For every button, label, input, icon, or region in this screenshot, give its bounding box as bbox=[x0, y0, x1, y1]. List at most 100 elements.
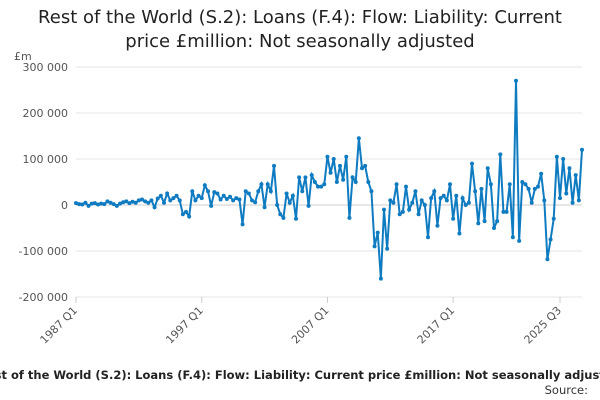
data-point[interactable] bbox=[246, 191, 251, 196]
data-point[interactable] bbox=[510, 235, 515, 240]
data-point[interactable] bbox=[165, 191, 170, 196]
data-point[interactable] bbox=[108, 200, 113, 205]
data-point[interactable] bbox=[127, 201, 132, 206]
data-point[interactable] bbox=[306, 203, 311, 208]
data-point[interactable] bbox=[341, 177, 346, 182]
data-point[interactable] bbox=[523, 182, 528, 187]
data-point[interactable] bbox=[438, 196, 443, 201]
data-point[interactable] bbox=[410, 200, 415, 205]
data-point[interactable] bbox=[507, 182, 512, 187]
data-point[interactable] bbox=[353, 180, 358, 184]
data-point[interactable] bbox=[265, 182, 270, 187]
data-point[interactable] bbox=[143, 199, 148, 204]
data-point[interactable] bbox=[206, 189, 210, 194]
data-point[interactable] bbox=[259, 182, 264, 187]
data-point[interactable] bbox=[466, 200, 471, 205]
data-point[interactable] bbox=[177, 198, 182, 203]
data-point[interactable] bbox=[517, 238, 522, 243]
data-point[interactable] bbox=[397, 212, 402, 217]
data-point[interactable] bbox=[554, 154, 559, 159]
data-point[interactable] bbox=[482, 219, 487, 224]
data-point[interactable] bbox=[526, 186, 531, 191]
data-point[interactable] bbox=[174, 193, 179, 198]
data-point[interactable] bbox=[92, 201, 97, 206]
data-point[interactable] bbox=[407, 207, 412, 212]
data-point[interactable] bbox=[118, 201, 122, 206]
data-point[interactable] bbox=[382, 207, 386, 212]
data-point[interactable] bbox=[334, 180, 339, 184]
data-point[interactable] bbox=[184, 209, 188, 214]
data-point[interactable] bbox=[520, 180, 525, 184]
data-point[interactable] bbox=[187, 214, 192, 219]
data-point[interactable] bbox=[532, 186, 537, 191]
data-point[interactable] bbox=[290, 193, 295, 198]
data-point[interactable] bbox=[158, 193, 163, 198]
data-point[interactable] bbox=[429, 196, 434, 201]
data-point[interactable] bbox=[114, 203, 119, 208]
data-point[interactable] bbox=[284, 191, 289, 196]
data-point[interactable] bbox=[441, 193, 446, 198]
data-point[interactable] bbox=[268, 189, 273, 194]
data-point[interactable] bbox=[498, 152, 503, 157]
data-point[interactable] bbox=[463, 203, 468, 207]
data-point[interactable] bbox=[385, 246, 390, 251]
data-point[interactable] bbox=[454, 193, 459, 198]
data-point[interactable] bbox=[130, 199, 135, 204]
data-point[interactable] bbox=[297, 175, 302, 180]
data-point[interactable] bbox=[275, 203, 280, 207]
data-point[interactable] bbox=[394, 182, 399, 187]
data-point[interactable] bbox=[303, 175, 308, 180]
data-point[interactable] bbox=[473, 189, 478, 194]
data-point[interactable] bbox=[426, 235, 430, 240]
data-point[interactable] bbox=[350, 175, 355, 180]
data-point[interactable] bbox=[542, 198, 547, 203]
data-point[interactable] bbox=[221, 193, 226, 198]
data-point[interactable] bbox=[470, 161, 474, 166]
data-point[interactable] bbox=[199, 196, 204, 201]
data-point[interactable] bbox=[312, 180, 317, 184]
data-point[interactable] bbox=[162, 200, 166, 205]
data-point[interactable] bbox=[495, 219, 500, 224]
data-point[interactable] bbox=[262, 205, 267, 210]
data-point[interactable] bbox=[231, 198, 236, 203]
data-point[interactable] bbox=[202, 183, 207, 188]
data-point[interactable] bbox=[504, 209, 509, 214]
data-point[interactable] bbox=[338, 163, 342, 168]
data-point[interactable] bbox=[74, 201, 78, 206]
data-point[interactable] bbox=[457, 231, 462, 236]
data-point[interactable] bbox=[561, 157, 566, 161]
data-point[interactable] bbox=[529, 200, 534, 205]
data-point[interactable] bbox=[215, 191, 220, 196]
data-point[interactable] bbox=[372, 244, 377, 249]
data-point[interactable] bbox=[356, 136, 361, 141]
data-point[interactable] bbox=[171, 196, 176, 201]
data-point[interactable] bbox=[86, 203, 91, 208]
data-point[interactable] bbox=[501, 209, 506, 214]
data-point[interactable] bbox=[539, 171, 544, 176]
data-point[interactable] bbox=[319, 184, 324, 189]
data-point[interactable] bbox=[140, 197, 144, 202]
data-point[interactable] bbox=[224, 197, 229, 202]
data-point[interactable] bbox=[121, 200, 126, 205]
data-point[interactable] bbox=[209, 203, 214, 208]
data-point[interactable] bbox=[102, 202, 107, 207]
data-point[interactable] bbox=[548, 237, 553, 242]
data-point[interactable] bbox=[580, 147, 584, 152]
data-point[interactable] bbox=[228, 194, 232, 199]
data-point[interactable] bbox=[369, 189, 374, 194]
data-point[interactable] bbox=[514, 78, 518, 83]
data-point[interactable] bbox=[391, 200, 396, 205]
data-point[interactable] bbox=[287, 200, 292, 205]
data-point[interactable] bbox=[294, 216, 298, 221]
data-point[interactable] bbox=[300, 189, 305, 194]
data-point[interactable] bbox=[328, 170, 333, 175]
data-point[interactable] bbox=[479, 186, 484, 191]
data-point[interactable] bbox=[404, 184, 408, 189]
data-point[interactable] bbox=[432, 189, 437, 194]
data-point[interactable] bbox=[89, 201, 94, 206]
data-point[interactable] bbox=[218, 197, 223, 202]
data-point[interactable] bbox=[278, 212, 283, 217]
data-point[interactable] bbox=[435, 223, 440, 228]
data-point[interactable] bbox=[124, 199, 129, 204]
data-point[interactable] bbox=[419, 198, 424, 203]
